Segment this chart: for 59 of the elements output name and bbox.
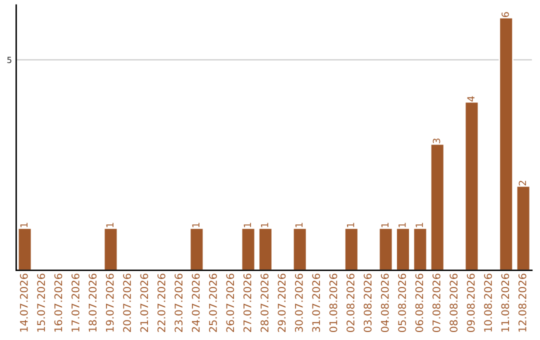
x-tick-label: 22.07.2026 xyxy=(157,274,166,332)
bar xyxy=(258,228,273,270)
bar xyxy=(103,228,118,270)
bar xyxy=(464,101,480,270)
x-tick-label: 07.08.2026 xyxy=(432,274,440,332)
x-tick-label: 09.08.2026 xyxy=(466,274,475,332)
bar xyxy=(292,228,308,270)
x-tick-label: 06.08.2026 xyxy=(415,274,424,332)
x-tick-label: 18.07.2026 xyxy=(88,274,97,332)
data-label: 3 xyxy=(432,138,440,144)
x-tick-label: 11.08.2026 xyxy=(501,274,510,332)
x-tick-label: 02.08.2026 xyxy=(346,274,354,332)
data-label: 1 xyxy=(347,222,354,228)
bar xyxy=(189,228,204,270)
x-tick-label: 24.07.2026 xyxy=(192,274,200,332)
x-tick-label: 03.08.2026 xyxy=(364,274,372,332)
bar xyxy=(396,228,410,270)
data-label: 1 xyxy=(381,222,388,228)
x-tick-label: 21.07.2026 xyxy=(140,274,148,332)
data-label: 6 xyxy=(502,12,509,18)
x-tick-label: 26.07.2026 xyxy=(226,274,234,332)
data-label: 2 xyxy=(518,180,526,186)
data-label: 1 xyxy=(398,222,406,228)
bar xyxy=(378,228,394,270)
x-tick-label: 16.07.2026 xyxy=(54,274,62,332)
data-label: 4 xyxy=(467,96,474,102)
x-tick-label: 28.07.2026 xyxy=(260,274,268,332)
x-tick-label: 01.08.2026 xyxy=(329,274,338,332)
bar xyxy=(498,17,514,270)
x-tick-label: 29.07.2026 xyxy=(278,274,286,332)
data-label: 1 xyxy=(295,222,303,228)
x-tick-label: 20.07.2026 xyxy=(123,274,131,332)
bar xyxy=(516,185,531,270)
bar xyxy=(412,228,428,270)
bar xyxy=(344,228,359,270)
data-label: 1 xyxy=(261,222,268,228)
x-tick-label: 25.07.2026 xyxy=(209,274,217,332)
bar xyxy=(430,143,445,270)
y-tick-label: 5 xyxy=(7,56,12,64)
x-tick-label: 30.07.2026 xyxy=(294,274,303,332)
x-tick-label: 15.07.2026 xyxy=(37,274,46,332)
x-tick-label: 12.08.2026 xyxy=(518,274,526,332)
data-label: 1 xyxy=(244,222,251,228)
x-tick-label: 19.07.2026 xyxy=(106,274,114,332)
data-label: 1 xyxy=(416,222,423,228)
x-tick-label: 17.07.2026 xyxy=(72,274,80,332)
x-tick-label: 08.08.2026 xyxy=(450,274,458,332)
x-tick-label: 14.07.2026 xyxy=(20,274,28,332)
bar xyxy=(17,228,32,270)
x-tick-label: 05.08.2026 xyxy=(398,274,406,332)
x-tick-label: 23.07.2026 xyxy=(174,274,183,332)
data-label: 1 xyxy=(106,222,114,228)
x-tick-label: 10.08.2026 xyxy=(484,274,492,332)
x-tick-label: 27.07.2026 xyxy=(243,274,252,332)
data-label: 1 xyxy=(192,222,200,228)
data-label: 1 xyxy=(20,222,28,228)
x-tick-label: 31.07.2026 xyxy=(312,274,320,332)
bar xyxy=(240,228,256,270)
x-tick-label: 04.08.2026 xyxy=(380,274,389,332)
